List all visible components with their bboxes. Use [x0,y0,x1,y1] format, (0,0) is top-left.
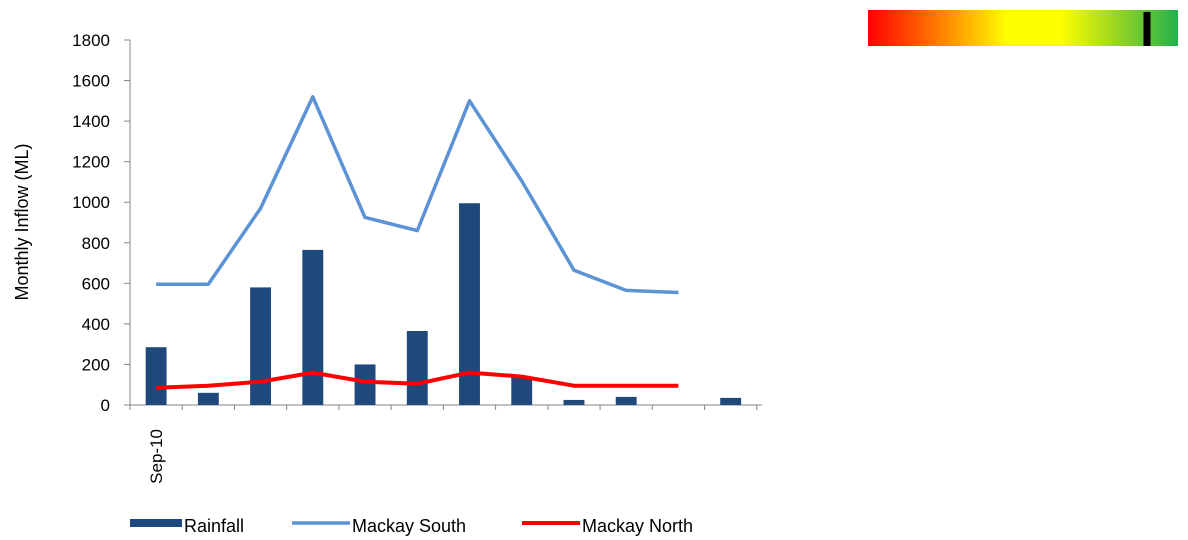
y-tick-label: 400 [82,315,110,334]
y-tick-label: 1600 [72,72,110,91]
indicator-gradient-bar [868,10,1178,46]
rainfall-bar [145,347,167,405]
rainfall-bar [406,330,428,405]
rainfall-bar [615,396,637,405]
legend-label: Mackay North [582,516,693,536]
rainfall-bar [720,397,742,405]
mackay-north-line [156,370,679,390]
y-tick-label: 1400 [72,112,110,131]
y-tick-label: 1000 [72,193,110,212]
y-tick-label: 0 [101,396,110,415]
rainfall-bar [250,287,272,405]
y-tick-label: 1200 [72,153,110,172]
rainfall-bar [511,376,533,405]
y-axis-title: Monthly Inflow (ML) [12,143,32,300]
rainfall-bar [563,399,585,405]
rainfall-bar [459,203,480,405]
legend-swatch-rainfall [130,519,182,527]
indicator-marker [1143,12,1151,46]
y-tick-label: 800 [82,234,110,253]
y-tick-label: 600 [82,274,110,293]
legend: Rainfall Mackay South Mackay North [130,516,693,536]
rainfall-bars [145,203,742,405]
rainfall-bar [302,249,324,405]
y-tick-label: 200 [82,355,110,374]
status-indicator [868,10,1178,46]
legend-label: Rainfall [184,516,244,536]
y-axis: 0 200 400 600 800 1000 1200 1400 1600 1800 [72,31,131,415]
mackay-south-line [156,95,679,295]
y-tick-label: 1800 [72,31,110,50]
x-tick-label: Sep-10 [147,429,166,484]
x-axis: Sep-10 [129,404,762,484]
rainfall-bar [354,364,376,405]
series-lines [156,95,679,390]
rainfall-bar [197,392,219,405]
legend-label: Mackay South [352,516,466,536]
